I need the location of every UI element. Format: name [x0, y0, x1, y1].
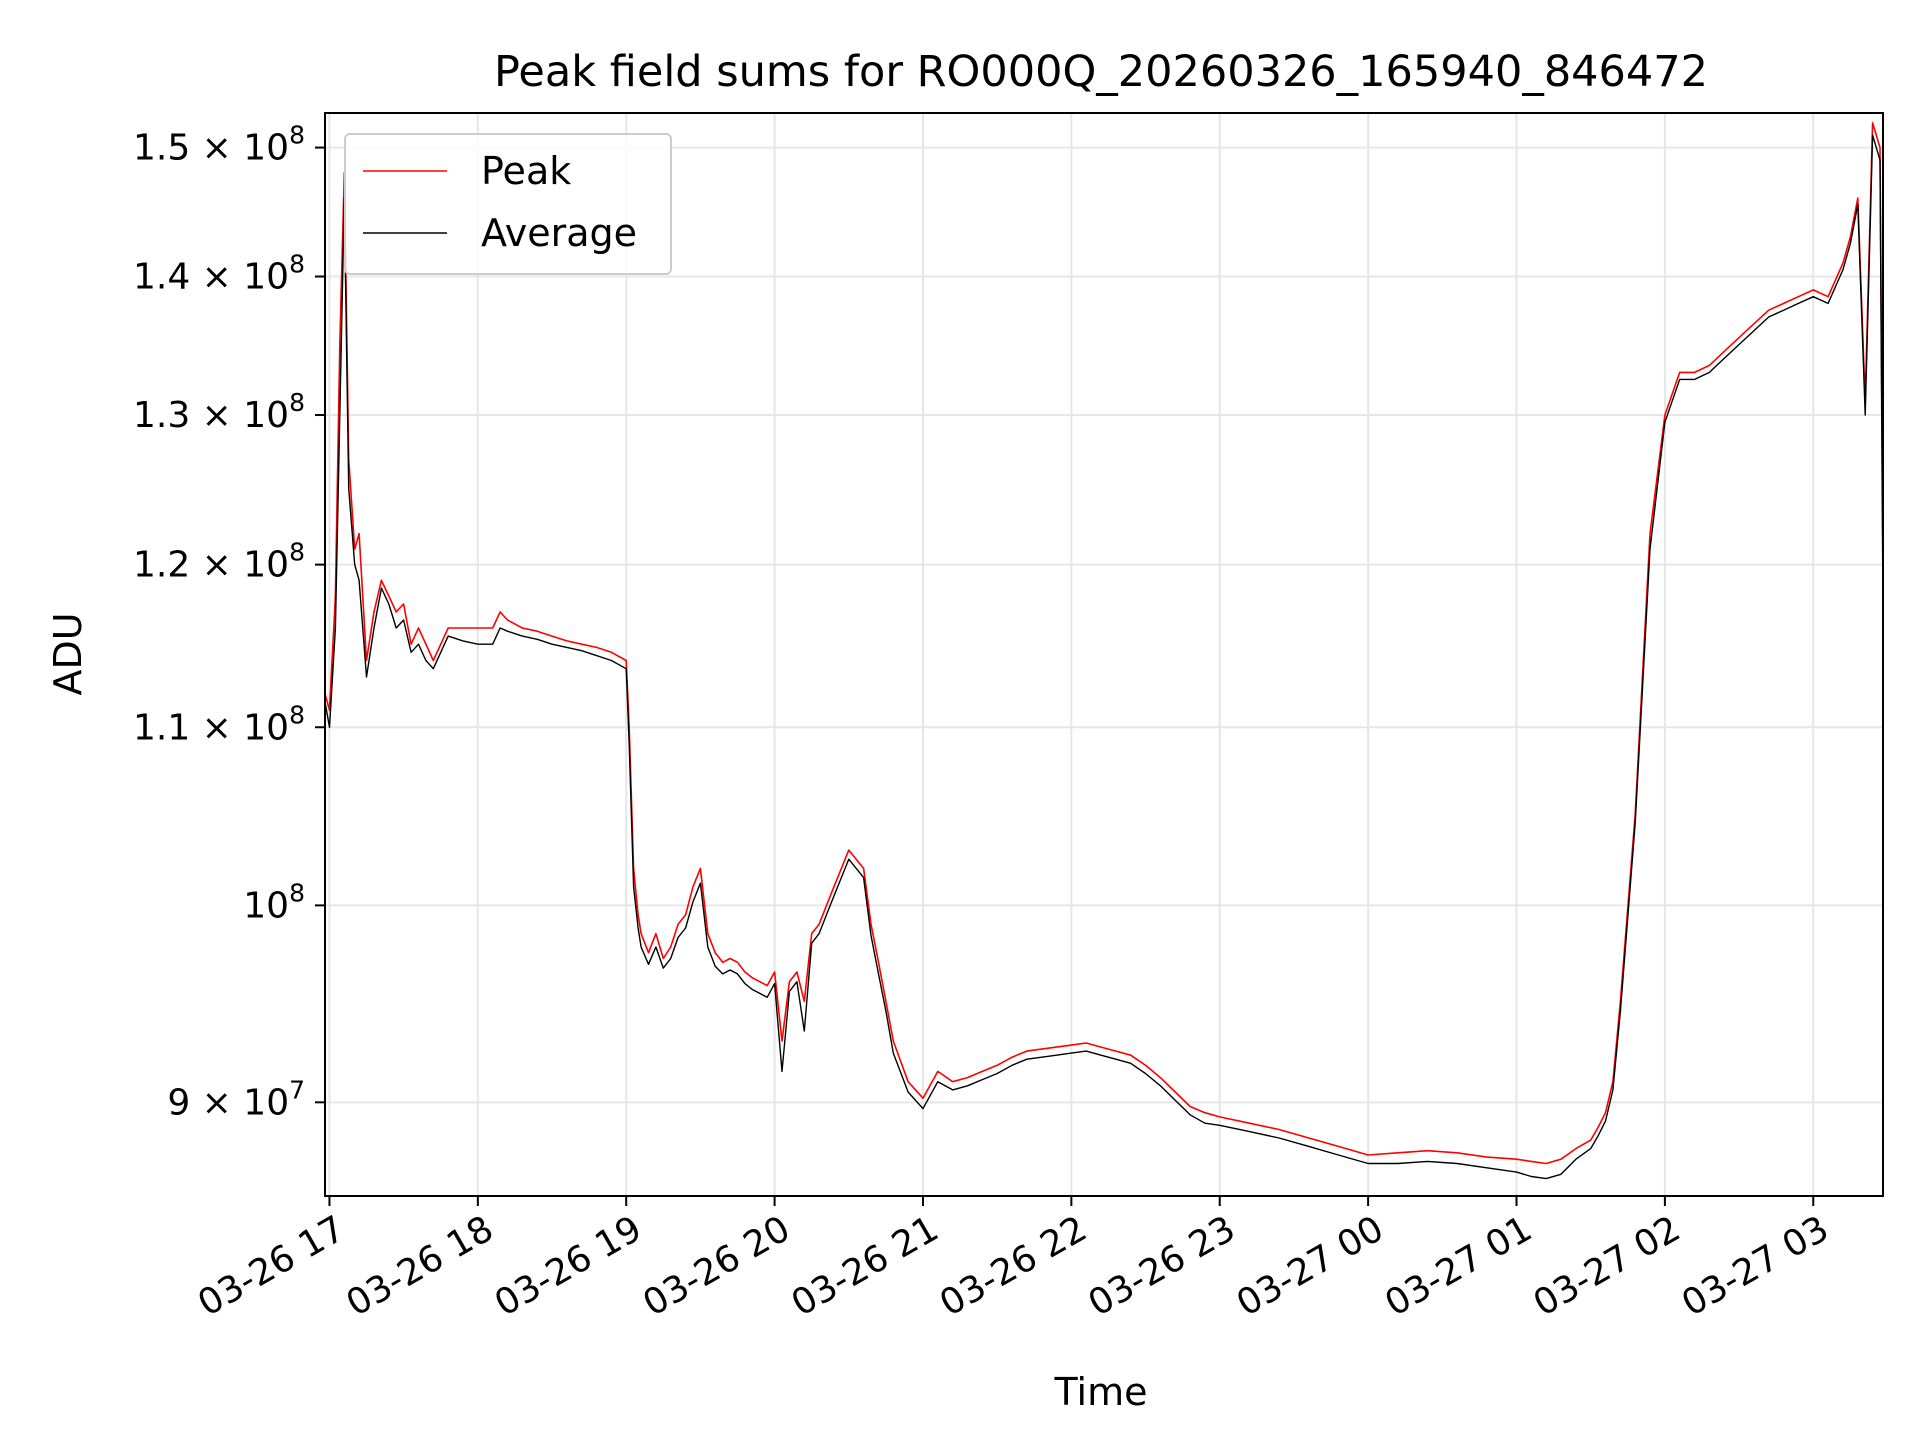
y-tick-exponent: 8	[289, 388, 305, 417]
y-axis-label: ADU	[46, 612, 90, 695]
series-line-average	[325, 134, 1883, 1180]
y-tick-exponent: 8	[289, 250, 305, 279]
y-tick-base: 1.3 × 10	[133, 395, 289, 436]
legend-box	[344, 133, 672, 275]
y-tick-label: 108	[243, 878, 305, 926]
y-tick-label: 1.3 × 108	[133, 388, 305, 436]
plot-frame	[324, 112, 1884, 1197]
y-tick-base: 10	[243, 885, 289, 926]
y-tick-label: 1.4 × 108	[133, 250, 305, 298]
y-tick-exponent: 8	[289, 700, 305, 729]
grid-lines	[325, 113, 1883, 1196]
y-tick-base: 1.1 × 10	[133, 707, 289, 748]
y-tick-base: 1.5 × 10	[133, 128, 289, 169]
y-tick-label: 1.1 × 108	[133, 700, 305, 748]
x-axis-label: Time	[1054, 1370, 1148, 1414]
legend-label-average: Average	[481, 211, 637, 255]
y-tick-exponent: 8	[289, 878, 305, 907]
y-tick-exponent: 8	[289, 121, 305, 150]
y-tick-base: 1.4 × 10	[133, 257, 289, 298]
series-line-peak	[325, 122, 1883, 1165]
chart-title: Peak field sums for RO000Q_20260326_1659…	[494, 47, 1708, 97]
legend: Peak Average	[344, 133, 672, 275]
y-tick-label: 9 × 107	[167, 1075, 305, 1123]
y-tick-label: 1.2 × 108	[133, 538, 305, 586]
y-tick-exponent: 7	[289, 1075, 305, 1104]
y-tick-label: 1.5 × 108	[133, 121, 305, 169]
y-tick-exponent: 8	[289, 538, 305, 567]
y-tick-base: 1.2 × 10	[133, 545, 289, 586]
y-tick-base: 9 × 10	[167, 1082, 289, 1123]
legend-label-peak: Peak	[481, 149, 571, 193]
series-lines	[325, 122, 1883, 1180]
